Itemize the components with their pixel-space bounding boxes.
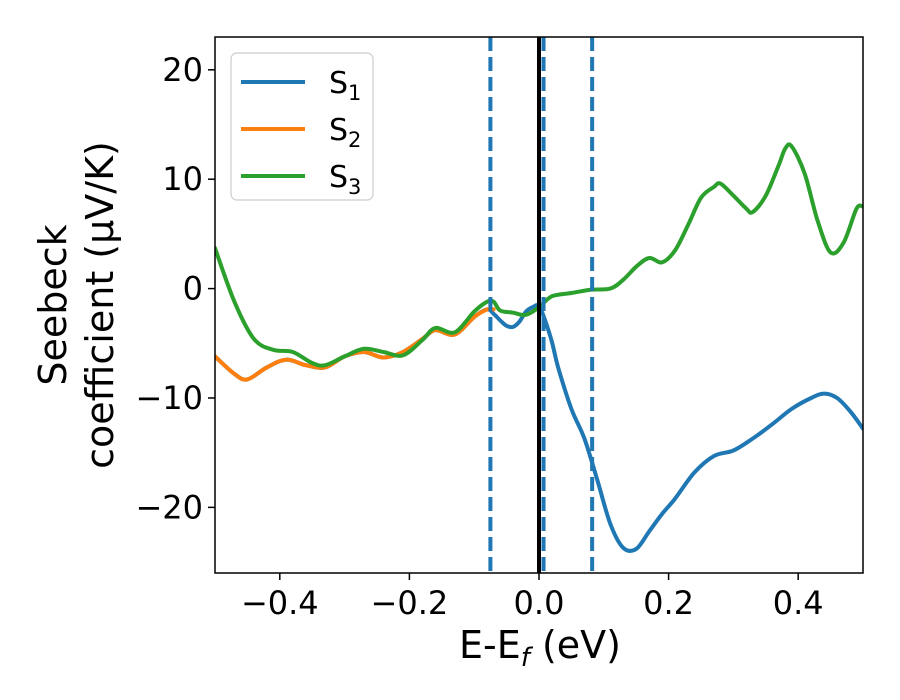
y-axis: −20 −10 0 10 20 (135, 51, 215, 526)
series-group (215, 37, 863, 573)
plot-area (215, 37, 863, 573)
x-axis: −0.4 −0.2 0.0 0.2 0.4 (241, 573, 824, 622)
y-tick-label: −10 (135, 379, 203, 417)
x-tick-label: 0.2 (643, 584, 694, 622)
x-tick-label: −0.2 (371, 584, 449, 622)
x-axis-title: E-Ef (eV) (459, 623, 621, 673)
y-tick-label: −20 (135, 488, 203, 526)
legend-label-s1: S1 (329, 66, 361, 105)
y-tick-label: 0 (183, 270, 203, 308)
x-tick-label: 0.0 (514, 584, 565, 622)
legend-label-s2: S2 (329, 113, 361, 152)
x-tick-label: 0.4 (773, 584, 824, 622)
series-line-s2 (215, 306, 496, 382)
x-axis-title-unit: (eV) (530, 623, 621, 667)
legend-label-s3: S3 (329, 160, 361, 199)
x-tick-label: −0.4 (241, 584, 319, 622)
y-tick-label: 20 (162, 51, 203, 89)
legend-box (230, 52, 374, 201)
y-tick-label: 10 (162, 160, 203, 198)
y-axis-title-line1: Seebeck (31, 224, 75, 385)
legend: S1 S2 S3 (230, 52, 374, 201)
x-axis-title-main: E-E (459, 623, 521, 667)
y-axis-title-line2: coefficient (μV/K) (78, 141, 122, 469)
